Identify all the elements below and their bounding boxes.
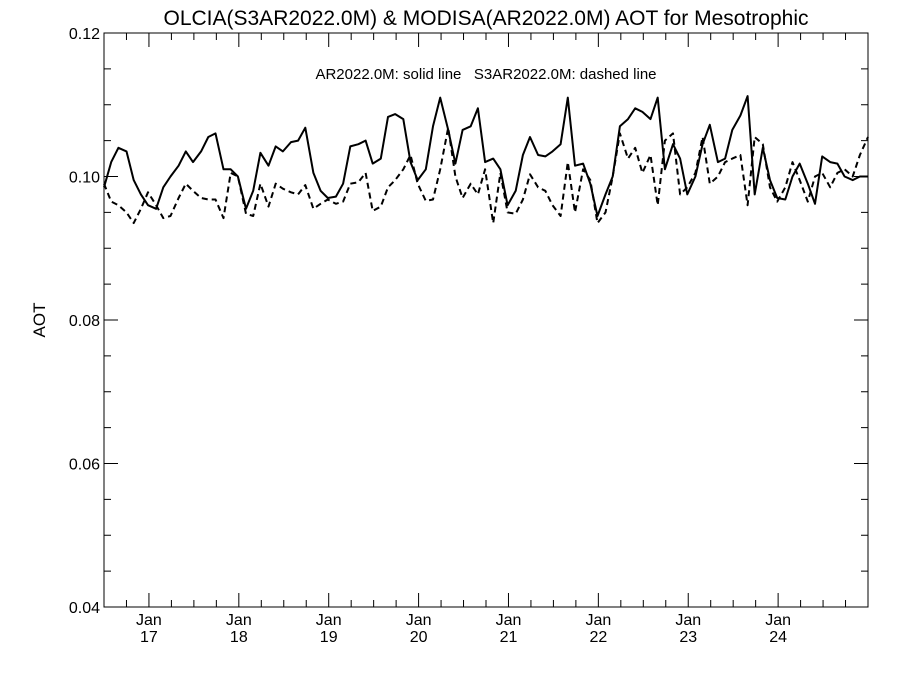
axis-ticks bbox=[103, 32, 869, 608]
x-tick-label: Jan bbox=[675, 612, 701, 629]
x-tick-label: Jan bbox=[496, 612, 522, 629]
x-tick-label: Jan bbox=[765, 612, 791, 629]
y-axis-label: AOT bbox=[30, 303, 49, 338]
x-tick-label: Jan bbox=[316, 612, 342, 629]
x-tick-label: 18 bbox=[230, 629, 248, 646]
x-tick-label: Jan bbox=[226, 612, 252, 629]
x-tick-label: 21 bbox=[500, 629, 518, 646]
x-tick-label: 20 bbox=[410, 629, 428, 646]
y-tick-label: 0.12 bbox=[69, 26, 100, 43]
solid-series-line bbox=[103, 95, 868, 217]
plot-frame bbox=[103, 32, 869, 608]
data-series bbox=[103, 95, 869, 225]
y-tick-label: 0.10 bbox=[69, 170, 100, 187]
x-tick-label: 19 bbox=[320, 629, 338, 646]
chart-title: OLCIA(S3AR2022.0M) & MODISA(AR2022.0M) A… bbox=[163, 7, 808, 30]
y-tick-label: 0.08 bbox=[69, 313, 100, 330]
x-tick-label: 23 bbox=[679, 629, 697, 646]
x-tick-label: 22 bbox=[589, 629, 607, 646]
y-tick-label: 0.06 bbox=[69, 457, 100, 474]
x-tick-label: Jan bbox=[136, 612, 162, 629]
line-style-annotation: AR2022.0M: solid line S3AR2022.0M: dashe… bbox=[315, 66, 656, 83]
x-tick-label: Jan bbox=[406, 612, 432, 629]
x-tick-label: 17 bbox=[140, 629, 158, 646]
dashed-series-line bbox=[103, 126, 869, 225]
y-tick-label: 0.04 bbox=[69, 600, 100, 617]
x-tick-label: Jan bbox=[585, 612, 611, 629]
x-tick-label: 24 bbox=[769, 629, 787, 646]
axis-tick-labels: 0.040.060.080.100.12Jan17Jan18Jan19Jan20… bbox=[69, 26, 791, 646]
